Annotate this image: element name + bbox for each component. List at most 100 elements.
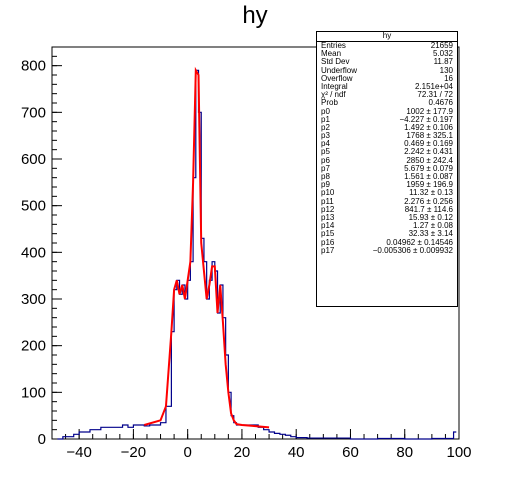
stats-value: 2.242 ± 0.431 — [404, 147, 453, 157]
stats-row: Mean 5.032 — [317, 49, 457, 59]
y-axis: 0 100 200 300 400 500 600 700 800 — [21, 46, 62, 448]
stats-label: p11 — [321, 196, 334, 206]
stats-row: p13 15.93 ± 0.12 — [317, 212, 457, 222]
stats-label: Entries — [321, 41, 346, 50]
stats-value: 1002 ± 177.9 — [406, 106, 453, 116]
stats-rows: Entries 21659 Mean 5.032 Std Dev 11.87 Underfl… — [317, 41, 457, 255]
stats-label: p4 — [321, 139, 330, 149]
stats-label: p1 — [321, 114, 330, 124]
stats-value: 11.87 — [433, 57, 453, 67]
stats-label: p16 — [321, 237, 335, 247]
stats-row: Prob 0.4676 — [317, 99, 457, 107]
x-tick-label: 20 — [234, 444, 251, 461]
stats-row: Entries 21659 — [317, 41, 457, 50]
stats-label: p5 — [321, 147, 330, 157]
stats-label: Prob — [321, 98, 338, 108]
y-tick-label: 600 — [21, 151, 46, 168]
stats-row: Overflow 16 — [317, 73, 457, 83]
stats-row: p5 2.242 ± 0.431 — [317, 148, 457, 156]
fit-curve — [143, 66, 270, 429]
stats-value: −4.227 ± 0.197 — [399, 114, 453, 124]
stats-row: p0 1002 ± 177.9 — [317, 106, 457, 116]
stats-value: 2850 ± 242.4 — [406, 155, 453, 165]
histogram-series — [57, 69, 457, 440]
stats-row: p15 32.33 ± 3.14 — [317, 230, 457, 238]
fit-line — [143, 66, 270, 429]
chart-title: hy — [242, 2, 268, 29]
stats-label: p15 — [321, 229, 335, 239]
stats-label: p0 — [321, 106, 330, 116]
stats-label: Underflow — [321, 65, 358, 75]
stats-value: 32.33 ± 3.14 — [408, 229, 453, 239]
stats-row: p8 1.561 ± 0.087 — [317, 172, 457, 181]
y-tick-label: 700 — [21, 104, 46, 121]
x-axis: −40 −20 0 20 40 60 80 100 — [51, 429, 472, 461]
stats-label: p2 — [321, 122, 330, 132]
stats-value: 130 — [439, 65, 453, 75]
stats-row: p2 1.492 ± 0.106 — [317, 122, 457, 132]
stats-row: p12 841.7 ± 114.6 — [317, 204, 457, 214]
stats-row: p3 1768 ± 325.1 — [317, 131, 457, 141]
x-tick-label: −20 — [121, 444, 146, 461]
y-tick-label: 800 — [21, 58, 46, 75]
stats-row: p6 2850 ± 242.4 — [317, 155, 457, 165]
stats-value: 16 — [444, 73, 453, 83]
stats-row: p17 −0.005306 ± 0.009932 — [317, 245, 457, 255]
stats-value: 5.679 ± 0.079 — [404, 163, 453, 173]
stats-title: hy — [317, 32, 457, 42]
stats-value: 15.93 ± 0.12 — [408, 212, 453, 222]
stats-value: 0.469 ± 0.169 — [404, 139, 453, 149]
stats-value: 5.032 — [432, 49, 453, 59]
stats-label: p3 — [321, 131, 330, 141]
x-tick-label: 40 — [288, 444, 305, 461]
stats-label: χ² / ndf — [321, 90, 346, 100]
stats-value: 1.561 ± 0.087 — [404, 172, 453, 181]
stats-row: p16 0.04962 ± 0.14546 — [317, 237, 457, 247]
stats-value: 72.31 / 72 — [417, 90, 453, 100]
stats-label: p12 — [321, 204, 335, 214]
stats-label: p8 — [321, 172, 330, 181]
stats-box: hy Entries 21659 Mean 5.032 Std Dev 11.87 Unde… — [316, 31, 458, 307]
y-tick-label: 200 — [21, 338, 46, 355]
stats-value: 0.04962 ± 0.14546 — [386, 237, 453, 247]
stats-row: Integral 2.151e+04 — [317, 81, 457, 91]
histogram-step-line — [57, 69, 457, 440]
y-tick-label: 0 — [38, 431, 46, 448]
stats-row: p4 0.469 ± 0.169 — [317, 140, 457, 148]
stats-label: Mean — [321, 49, 342, 59]
stats-value: 11.32 ± 0.13 — [409, 188, 453, 198]
stats-value: −0.005306 ± 0.009932 — [372, 245, 453, 255]
y-tick-label: 400 — [21, 244, 46, 261]
y-tick-label: 100 — [21, 384, 46, 401]
stats-value: 1959 ± 196.9 — [406, 180, 453, 190]
stats-row: p14 1.27 ± 0.08 — [317, 221, 457, 231]
stats-label: p7 — [321, 163, 330, 173]
stats-value: 1.492 ± 0.106 — [404, 122, 453, 132]
stats-row: p10 11.32 ± 0.13 — [317, 189, 457, 197]
x-tick-label: −40 — [66, 444, 91, 461]
stats-label: p10 — [321, 188, 335, 198]
y-tick-label: 500 — [21, 198, 46, 215]
stats-label: Std Dev — [321, 57, 350, 67]
stats-value: 1.27 ± 0.08 — [413, 221, 453, 231]
x-tick-label: 60 — [342, 444, 359, 461]
stats-label: p6 — [321, 155, 330, 165]
stats-value: 2.151e+04 — [414, 81, 453, 91]
stats-row: p7 5.679 ± 0.079 — [317, 163, 457, 173]
stats-row: Std Dev 11.87 — [317, 58, 457, 66]
stats-row: χ² / ndf 72.31 / 72 — [317, 90, 457, 100]
stats-row: p9 1959 ± 196.9 — [317, 180, 457, 190]
stats-label: p17 — [321, 245, 335, 255]
y-tick-label: 300 — [21, 291, 46, 308]
stats-value: 1768 ± 325.1 — [406, 131, 453, 141]
stats-label: Overflow — [321, 73, 353, 83]
x-tick-label: 0 — [183, 444, 191, 461]
stats-value: 841.7 ± 114.6 — [404, 204, 453, 214]
stats-row: Underflow 130 — [317, 65, 457, 75]
stats-label: p14 — [321, 221, 335, 231]
stats-row: p11 2.276 ± 0.256 — [317, 196, 457, 206]
stats-value: 2.276 ± 0.256 — [404, 196, 453, 206]
stats-row: p1 −4.227 ± 0.197 — [317, 114, 457, 124]
x-tick-label: 80 — [396, 444, 413, 461]
